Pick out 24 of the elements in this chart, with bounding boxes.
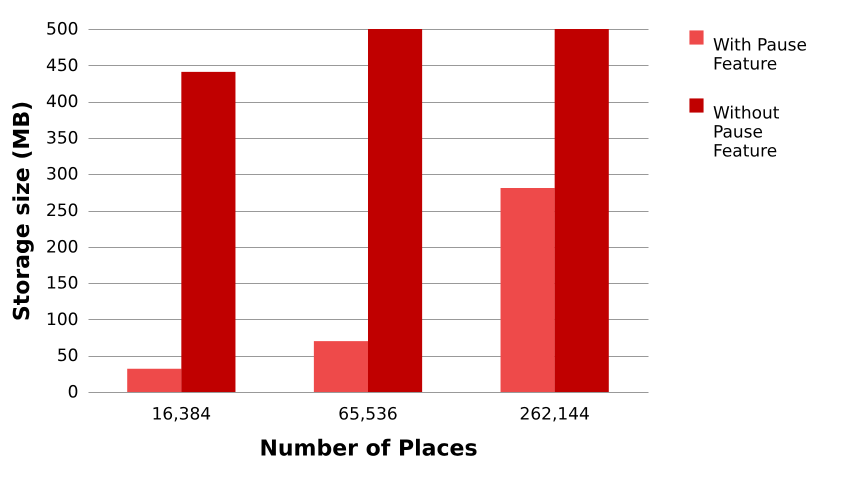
y-tick-label: 100 <box>46 310 78 330</box>
bar <box>314 341 368 392</box>
y-axis-title: Storage size (MB) <box>10 100 36 322</box>
bar <box>181 72 236 392</box>
y-tick-label: 200 <box>46 237 78 258</box>
y-tick-label: 150 <box>46 274 78 294</box>
y-tick-label: 400 <box>46 92 78 112</box>
x-axis-title: Number of Places <box>259 436 478 462</box>
bar <box>554 29 609 392</box>
y-tick-label: 50 <box>56 346 78 366</box>
x-tick-label: 16,384 <box>152 404 212 424</box>
y-tick-label: 300 <box>46 164 78 185</box>
y-tick-label: 450 <box>46 56 78 76</box>
bar <box>368 29 422 392</box>
x-tick-label: 262,144 <box>520 404 590 424</box>
y-tick-label: 500 <box>46 20 78 40</box>
x-tick-label: 65,536 <box>338 404 398 424</box>
legend-label: With Pause Feature <box>713 36 807 74</box>
bar <box>500 188 555 392</box>
y-tick-label: 350 <box>46 128 78 148</box>
bar <box>127 368 182 392</box>
legend-label: Without Pause Feature <box>713 104 780 162</box>
y-tick-label: 0 <box>68 382 78 402</box>
y-tick-label: 250 <box>46 201 78 221</box>
